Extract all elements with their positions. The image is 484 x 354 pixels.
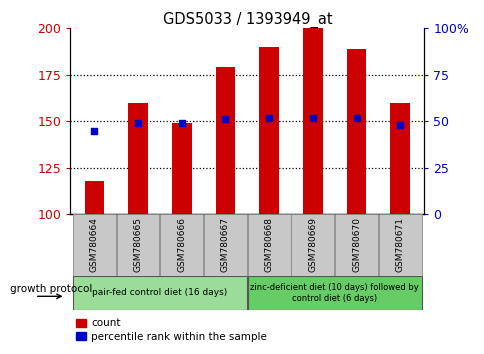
Text: GSM780667: GSM780667 [221, 217, 229, 272]
Bar [247, 276, 421, 310]
Bar [84, 181, 104, 214]
Bar [291, 214, 333, 276]
Bar [128, 103, 148, 214]
Bar [390, 103, 409, 214]
Bar [172, 123, 191, 214]
Point [221, 116, 229, 122]
Legend: count, percentile rank within the sample: count, percentile rank within the sample [76, 319, 267, 342]
Text: GSM780664: GSM780664 [90, 217, 99, 272]
Point [352, 115, 360, 120]
Text: GSM780669: GSM780669 [308, 217, 317, 272]
Text: GSM780671: GSM780671 [395, 217, 404, 272]
Point [308, 115, 316, 120]
Point [178, 120, 185, 126]
Bar [302, 28, 322, 214]
Bar [160, 214, 203, 276]
Text: GSM780668: GSM780668 [264, 217, 273, 272]
Bar [334, 214, 377, 276]
Text: GSM780666: GSM780666 [177, 217, 186, 272]
Text: GSM780665: GSM780665 [133, 217, 142, 272]
Bar [73, 214, 116, 276]
Point [265, 115, 272, 120]
Text: zinc-deficient diet (10 days) followed by
control diet (6 days): zinc-deficient diet (10 days) followed b… [250, 283, 418, 303]
Title: GDS5033 / 1393949_at: GDS5033 / 1393949_at [162, 12, 332, 28]
Bar [259, 47, 278, 214]
Text: pair-fed control diet (16 days): pair-fed control diet (16 days) [92, 289, 227, 297]
Bar [346, 49, 366, 214]
Bar [247, 214, 290, 276]
Text: growth protocol: growth protocol [10, 284, 92, 294]
Point [395, 122, 403, 128]
Bar [73, 276, 246, 310]
Bar [117, 214, 159, 276]
Bar [215, 67, 235, 214]
Text: GSM780670: GSM780670 [351, 217, 361, 272]
Bar [378, 214, 421, 276]
Bar [204, 214, 246, 276]
Point [134, 120, 142, 126]
Point [91, 128, 98, 133]
